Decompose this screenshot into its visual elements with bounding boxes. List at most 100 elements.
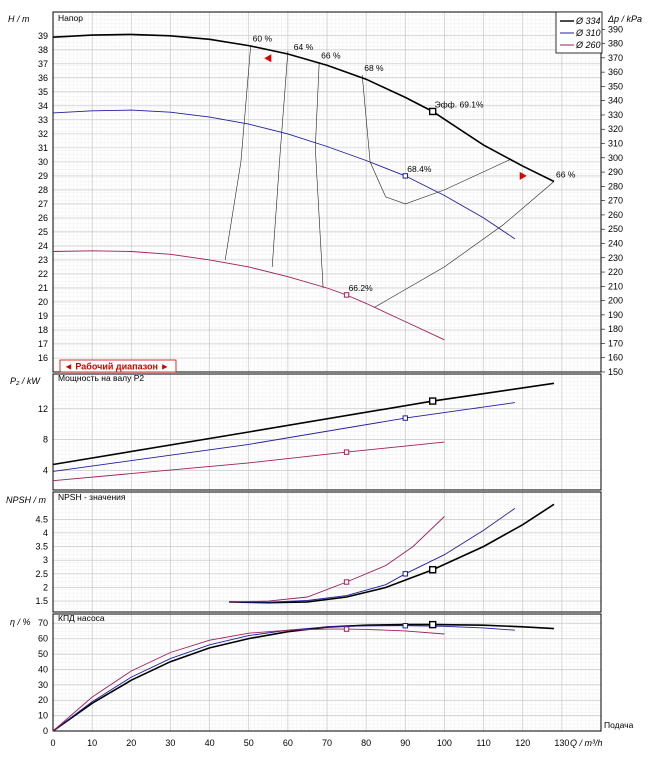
power-series-line	[52, 441, 445, 482]
head-ytick-label: 27	[38, 199, 48, 209]
x-tick-label: 100	[437, 738, 452, 748]
head-ytick-right-label: 190	[608, 310, 623, 320]
operating-range-marker	[264, 54, 272, 63]
grid-layer	[52, 11, 605, 732]
head-series-line	[52, 109, 516, 240]
curve-annotation: 60 %	[253, 34, 273, 44]
npsh-duty-point-marker	[428, 566, 437, 574]
x-tick-label: 20	[126, 738, 136, 748]
legend-entry-260: Ø 260	[575, 40, 601, 50]
npsh-ytick-label: 3	[43, 555, 48, 565]
head-panel-frame	[52, 11, 602, 373]
head-ytick-label: 32	[38, 129, 48, 139]
efficiency-line	[271, 51, 289, 267]
head-ytick-label: 39	[38, 31, 48, 41]
head-ytick-right-label: 270	[608, 196, 623, 206]
head-ytick-right-label: 200	[608, 296, 623, 306]
x-tick-label: 50	[244, 738, 254, 748]
curve-annotation: 66.2%	[349, 283, 374, 293]
head-ytick-right-label: 310	[608, 139, 623, 149]
text-layer: 1617181920212223242526272829303132333435…	[35, 24, 623, 748]
x-tick-label: 110	[476, 738, 490, 748]
head-series-line	[52, 33, 555, 183]
power-ytick-label: 12	[38, 404, 48, 414]
curve-annotation: 66 %	[556, 169, 576, 179]
power-duty-point-marker	[428, 397, 437, 405]
x-tick-label: 10	[87, 738, 97, 748]
npsh-ytick-label: 2	[43, 582, 48, 592]
head-ytick-right-label: 280	[608, 181, 623, 191]
eff-series-line	[52, 628, 445, 732]
head-ytick-label: 18	[38, 325, 48, 335]
operating-range-label: ◄ Рабочий диапазон ►	[64, 362, 169, 372]
efficiency-line	[361, 74, 512, 205]
curve-annotation: 68.4%	[407, 164, 432, 174]
npsh-series-line	[229, 508, 516, 603]
head-ytick-label: 19	[38, 311, 48, 321]
eff-ytick-label: 10	[38, 711, 48, 721]
head-ytick-label: 16	[38, 353, 48, 363]
x-tick-label: 70	[322, 738, 332, 748]
x-tick-label: 30	[165, 738, 175, 748]
eff-panel-frame	[52, 613, 602, 732]
curve-annotation: 68 %	[364, 63, 384, 73]
head-ytick-label: 22	[38, 269, 48, 279]
legend-entry-334: Ø 334	[575, 16, 601, 26]
curve-annotation: 64 %	[294, 42, 314, 52]
legend-entry-310: Ø 310	[575, 28, 601, 38]
eff-ylabel: η / %	[10, 617, 31, 627]
npsh-panel-frame	[52, 491, 602, 613]
head-duty-point-marker	[402, 173, 408, 179]
eff-ytick-label: 0	[43, 726, 48, 736]
head-ytick-right-label: 290	[608, 167, 623, 177]
head-ytick-right-label: 330	[608, 110, 623, 120]
head-ytick-right-label: 210	[608, 281, 623, 291]
head-ytick-right-label: 240	[608, 238, 623, 248]
x-axis-caption: Подача	[604, 720, 634, 730]
eff-duty-point-marker	[343, 626, 350, 632]
power-panel-title: Мощность на валу P2	[58, 373, 144, 383]
operating-range-box	[59, 359, 177, 373]
head-ytick-right-label: 180	[608, 324, 623, 334]
head-ytick-label: 25	[38, 227, 48, 237]
curve-annotation: Эфф. 69.1%	[435, 99, 484, 109]
head-ytick-label: 26	[38, 213, 48, 223]
head-duty-point-marker	[428, 107, 437, 116]
head-ytick-label: 33	[38, 115, 48, 125]
head-ytick-right-label: 390	[608, 24, 623, 34]
npsh-ytick-label: 2.5	[35, 569, 48, 579]
eff-ytick-label: 50	[38, 649, 48, 659]
head-ytick-right-label: 170	[608, 338, 623, 348]
eff-ytick-label: 30	[38, 680, 48, 690]
operating-range-marker	[519, 171, 527, 180]
head-ytick-right-label: 230	[608, 253, 623, 263]
npsh-duty-point-marker	[402, 571, 408, 577]
power-ytick-label: 8	[43, 435, 48, 445]
x-tick-label: 40	[205, 738, 215, 748]
power-panel-frame	[52, 373, 602, 491]
head-ytick-right-label: 160	[608, 353, 623, 363]
head-ytick-right-label: 150	[608, 367, 623, 377]
head-ytick-label: 31	[38, 143, 48, 153]
head-ylabel: H / m	[8, 14, 30, 24]
head-ytick-label: 35	[38, 87, 48, 97]
head-ytick-right-label: 370	[608, 53, 623, 63]
npsh-series-line	[229, 503, 555, 604]
head-series-line	[52, 250, 445, 341]
head-ytick-label: 17	[38, 339, 48, 349]
x-tick-label: 60	[283, 738, 293, 748]
head-ytick-label: 20	[38, 297, 48, 307]
head-ytick-label: 34	[38, 101, 48, 111]
eff-duty-point-marker	[428, 620, 437, 629]
npsh-ytick-label: 1.5	[35, 596, 48, 606]
eff-ytick-label: 60	[38, 634, 48, 644]
npsh-duty-point-marker	[343, 579, 350, 585]
head-ytick-right-label: 320	[608, 124, 623, 134]
head-ytick-label: 37	[38, 59, 48, 69]
head-ytick-label: 30	[38, 157, 48, 167]
head-duty-point-marker	[343, 292, 350, 298]
head-ytick-right-label: 300	[608, 153, 623, 163]
efficiency-line	[224, 45, 251, 260]
power-ytick-label: 4	[43, 466, 48, 476]
eff-ytick-label: 70	[38, 618, 48, 628]
